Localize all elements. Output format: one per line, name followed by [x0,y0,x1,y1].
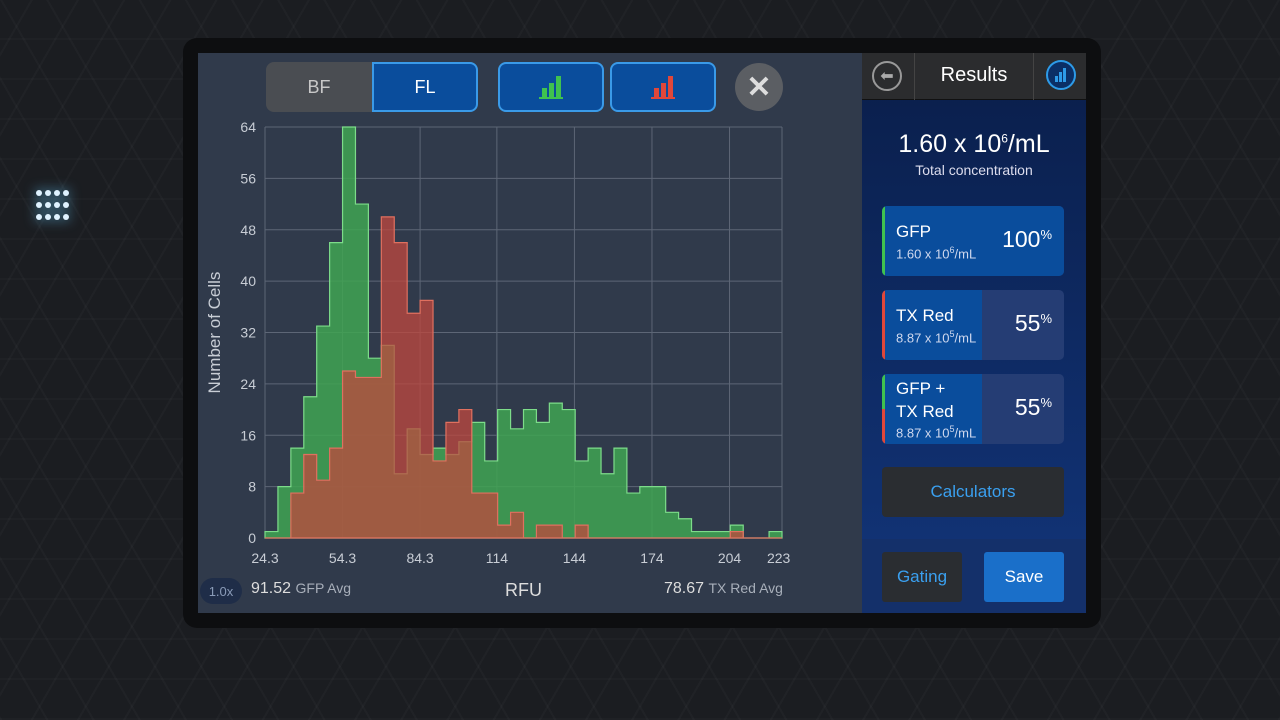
chart-view-button[interactable] [1046,60,1076,90]
back-button[interactable]: ⬅ [872,61,902,91]
bar-chart-icon [1055,68,1066,82]
gfp-histogram-button[interactable] [498,62,604,112]
y-tick-label: 48 [240,222,256,238]
x-tick-label: 223 [767,550,791,566]
calculators-button[interactable]: Calculators [882,467,1064,517]
screen: 0 8 16 24 32 40 48 56 64 24.3 54.3 84.3 114 144 174 204… [198,53,1086,613]
bar-chart-icon [651,76,675,99]
total-concentration-label: Total concentration [915,162,1033,178]
gfp-result-card[interactable]: GFP 1.60 x 106/mL 100% [882,206,1064,276]
arrow-left-icon: ⬅ [880,68,894,85]
close-icon: ✕ [746,70,772,104]
histogram-chart: 0 8 16 24 32 40 48 56 64 24.3 54.3 84.3 114 144 174 204… [205,119,791,566]
x-tick-label: 204 [718,550,742,566]
zoom-level-button[interactable]: 1.0x [200,578,242,604]
results-title: Results [914,53,1034,100]
y-tick-label: 56 [240,170,256,186]
x-tick-label: 54.3 [329,550,356,566]
y-tick-label: 64 [240,119,256,135]
y-tick-label: 24 [240,376,256,392]
gfp-txred-result-card[interactable]: GFP + TX Red 8.87 x 105/mL 55% [882,374,1064,444]
y-tick-label: 8 [248,479,256,495]
bar-chart-icon [539,76,563,99]
x-axis-label: RFU [505,580,542,600]
txred-result-card[interactable]: TX Red 8.87 x 105/mL 55% [882,290,1064,360]
results-footer: Gating Save [862,539,1086,613]
y-tick-label: 0 [248,530,256,546]
y-tick-label: 16 [240,427,256,443]
txred-histogram-series [265,216,782,539]
x-tick-label: 84.3 [406,550,433,566]
y-axis-label: Number of Cells [205,272,224,394]
gating-button[interactable]: Gating [882,552,962,602]
y-tick-label: 40 [240,273,256,289]
fl-toggle-button[interactable]: FL [372,62,478,112]
bf-toggle-button[interactable]: BF [266,62,372,112]
close-button[interactable]: ✕ [735,63,783,111]
txred-histogram-button[interactable] [610,62,716,112]
total-concentration: 1.60 x 106/mL [898,130,1050,158]
status-led-icon [36,190,70,224]
txred-avg-label: TX Red Avg [708,580,783,596]
save-button[interactable]: Save [984,552,1064,602]
y-tick-label: 32 [240,325,256,341]
gfp-avg-value: 91.52 [251,580,292,597]
results-panel: ⬅ Results 1.60 x 106/mL Total concentrat… [862,53,1086,613]
x-tick-label: 24.3 [251,550,278,566]
x-tick-label: 144 [563,550,587,566]
x-tick-label: 114 [486,550,509,566]
histogram-panel: 0 8 16 24 32 40 48 56 64 24.3 54.3 84.3 114 144 174 204… [198,53,862,613]
gfp-avg-label: GFP Avg [295,580,352,596]
results-header: ⬅ Results [862,53,1086,100]
x-tick-label: 174 [640,550,664,566]
txred-avg-value: 78.67 [664,580,705,597]
